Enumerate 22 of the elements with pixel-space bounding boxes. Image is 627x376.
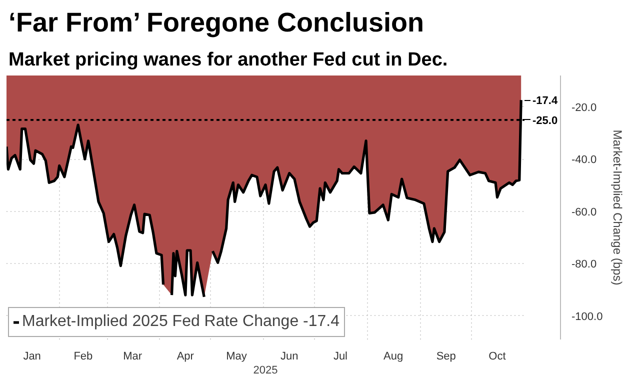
x-tick-label: Sep — [436, 350, 456, 362]
chart-subtitle: Market pricing wanes for another Fed cut in Dec. — [8, 50, 448, 70]
y-tick-label: -20.0 — [572, 102, 597, 114]
y-axis-title: Market-Implied Change (bps) — [610, 130, 625, 286]
x-tick-label: Apr — [176, 350, 194, 362]
chart-title: ‘Far From’ Foregone Conclusion — [8, 8, 424, 38]
x-tick-label: Jun — [280, 350, 298, 362]
ref-line-label: -25.0 — [532, 114, 558, 127]
x-tick-label: Mar — [123, 350, 142, 362]
y-tick-label: -100.0 — [572, 310, 603, 323]
x-tick-label: Jan — [23, 350, 41, 362]
x-tick-label: Feb — [74, 350, 93, 362]
x-tick-label: May — [226, 350, 248, 362]
annotation: -17.4 — [532, 95, 558, 108]
x-tick-label: Oct — [488, 350, 506, 362]
x-tick-label: Jul — [333, 350, 348, 362]
y-tick-label: -40.0 — [572, 154, 597, 166]
y-tick-label: -80.0 — [572, 258, 597, 271]
x-tick-label: Aug — [384, 350, 404, 362]
legend-label: Market-Implied 2025 Fed Rate Change -17.4 — [22, 313, 340, 331]
x-axis-title: 2025 — [253, 364, 278, 376]
y-tick-label: -60.0 — [572, 206, 597, 218]
